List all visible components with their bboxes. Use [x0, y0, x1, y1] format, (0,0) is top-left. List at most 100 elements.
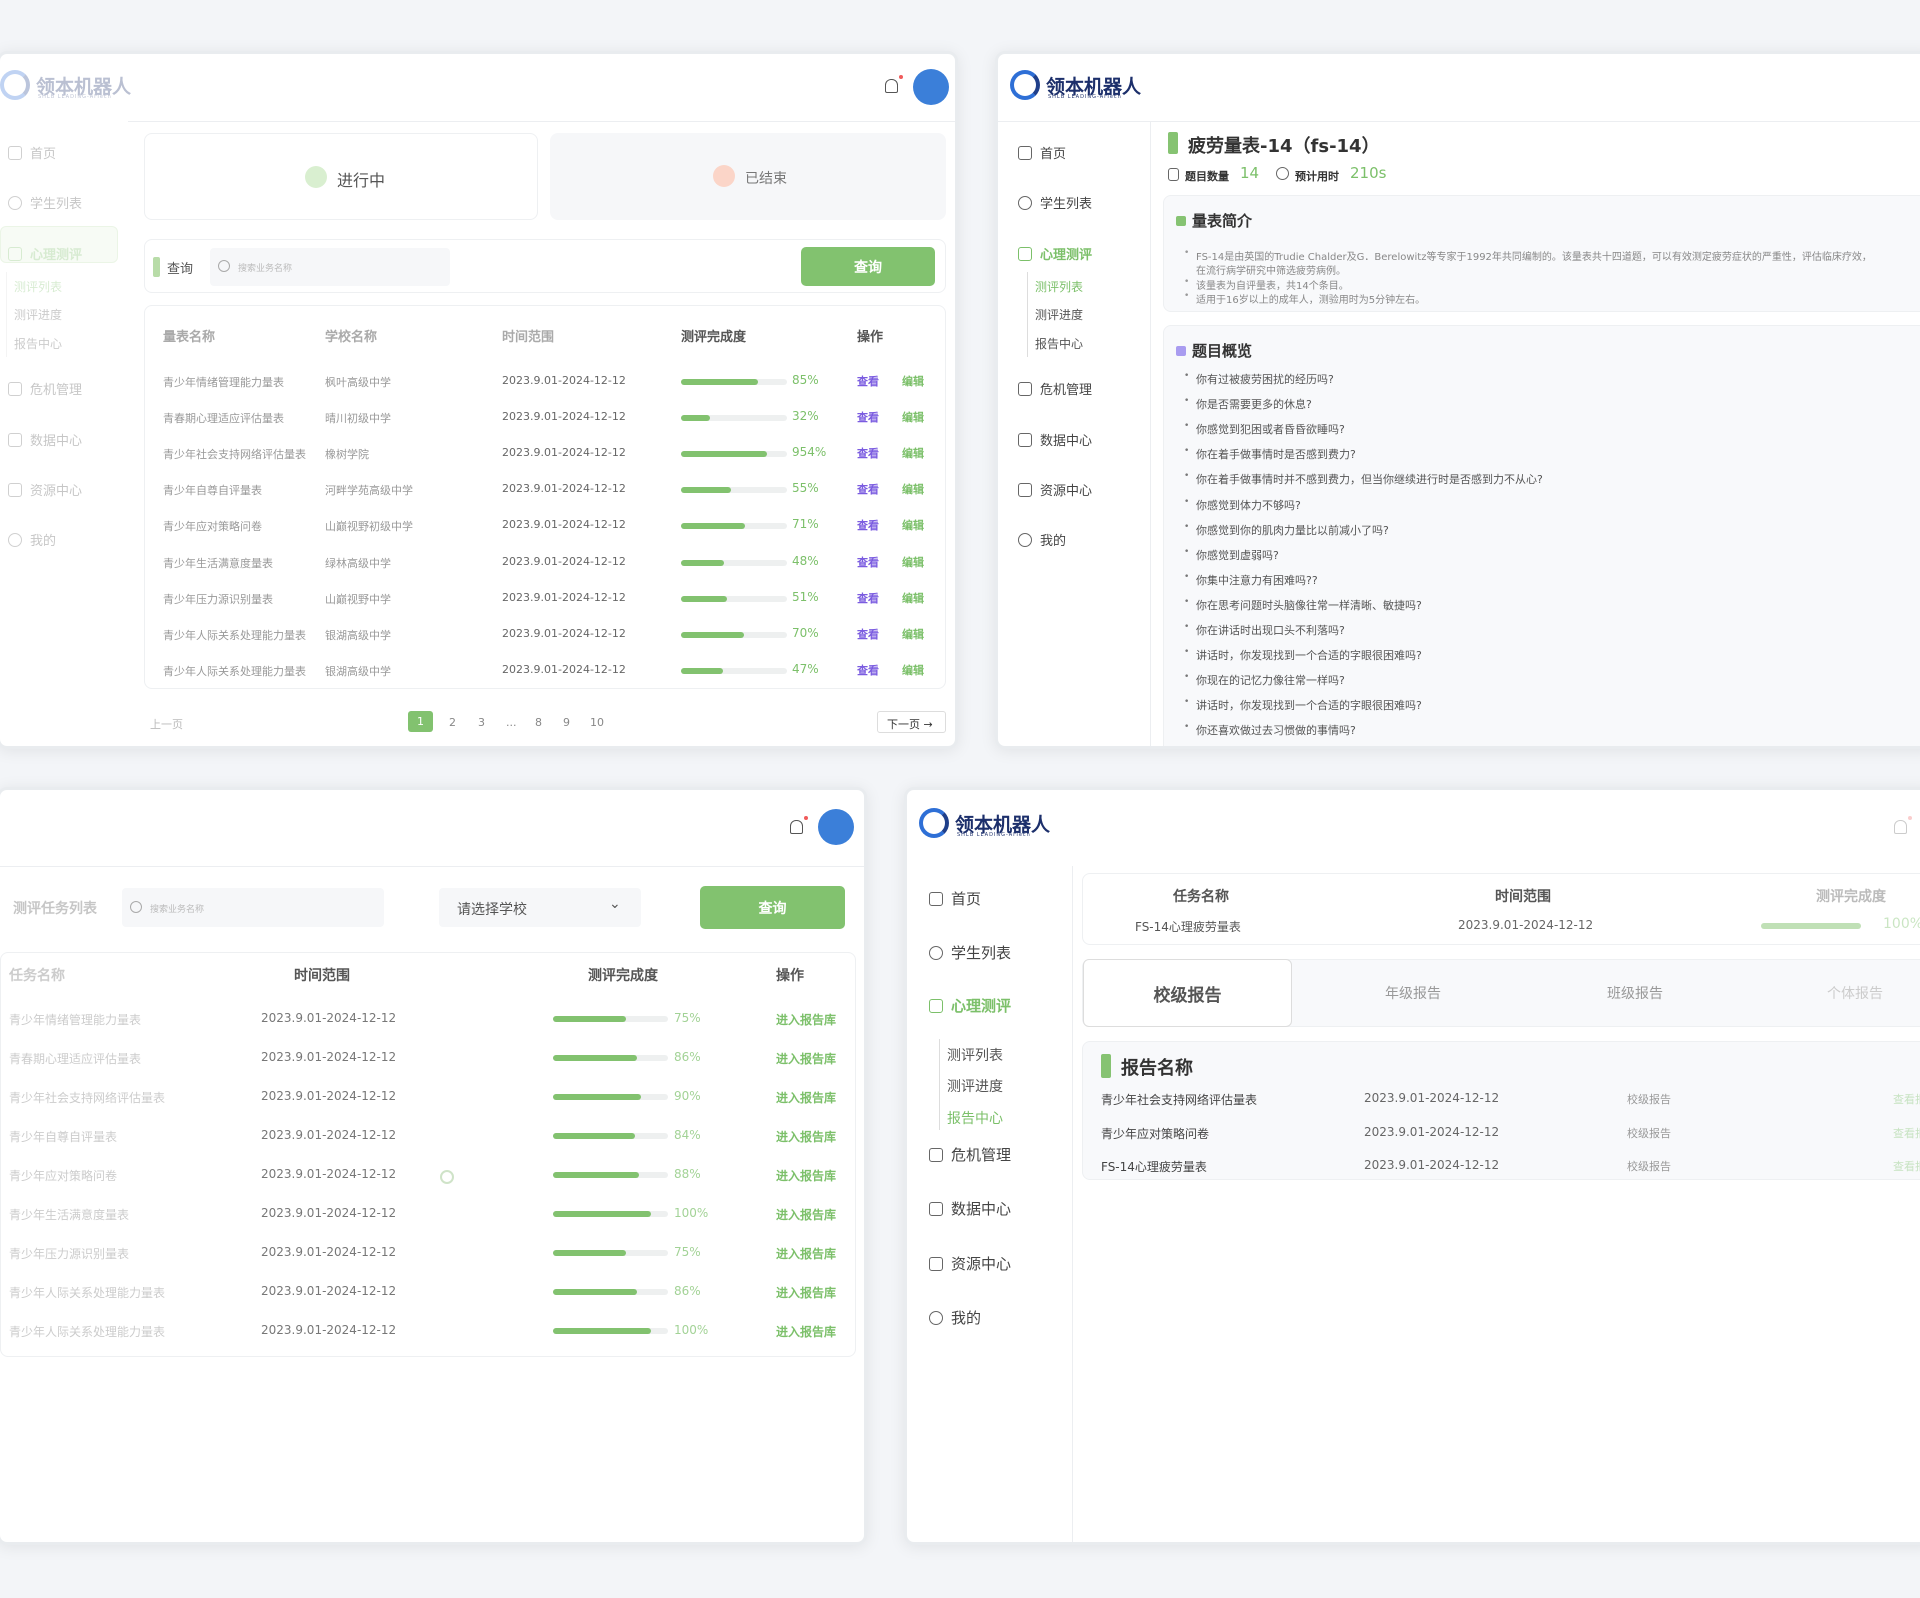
open-report-library-link[interactable]: 进入报告库: [776, 1169, 837, 1183]
progress-fill: [681, 631, 745, 638]
view-link[interactable]: 查看: [857, 663, 879, 677]
open-report-library-link[interactable]: 进入报告库: [776, 1325, 837, 1339]
question-item: 你感觉到体力不够吗?: [1196, 498, 1301, 512]
open-report-library-link[interactable]: 进入报告库: [776, 1247, 837, 1261]
view-report-link[interactable]: 查看报告: [1893, 1126, 1920, 1140]
sidebar-subitem-2[interactable]: 报告中心: [14, 337, 63, 351]
avatar[interactable]: [818, 809, 854, 845]
search-input[interactable]: 搜索业务名称: [122, 888, 384, 927]
query-button[interactable]: 查询: [801, 247, 935, 286]
page-8[interactable]: 8: [535, 716, 542, 729]
edit-link[interactable]: 编辑: [902, 375, 924, 388]
page-9[interactable]: 9: [563, 716, 570, 729]
sidebar-item-2[interactable]: 心理测评: [8, 244, 82, 263]
edit-link[interactable]: 编辑: [902, 555, 924, 569]
page-3[interactable]: 3: [478, 716, 485, 729]
sidebar-item-4[interactable]: 数据中心: [8, 430, 82, 449]
assessment-table: 量表名称 学校名称 时间范围 测评完成度 操作 青少年情绪管理能力量表 枫叶高级中学 2023…: [144, 305, 946, 689]
sidebar-item-1[interactable]: 学生列表: [8, 193, 82, 212]
tab-2[interactable]: 班级报告: [1607, 986, 1663, 1002]
sidebar-item-6[interactable]: 我的: [8, 530, 56, 549]
view-report-link[interactable]: 查看报告: [1893, 1093, 1920, 1106]
sidebar-item-5[interactable]: 资源中心: [1018, 480, 1092, 499]
resource-icon: [929, 1256, 943, 1271]
sidebar-subitem-0[interactable]: 测评列表: [1035, 280, 1084, 294]
view-link[interactable]: 查看: [857, 519, 879, 533]
view-link[interactable]: 查看: [857, 411, 879, 425]
tab-3[interactable]: 个体报告: [1827, 986, 1883, 1002]
view-link[interactable]: 查看: [857, 591, 879, 605]
edit-link[interactable]: 编辑: [902, 663, 924, 677]
sidebar-item-5[interactable]: 资源中心: [929, 1253, 1011, 1274]
view-link[interactable]: 查看: [857, 627, 879, 641]
edit-link[interactable]: 编辑: [902, 483, 924, 497]
sidebar-subitem-0[interactable]: 测评列表: [947, 1048, 1003, 1064]
school-select[interactable]: 请选择学校 ⌄: [439, 888, 641, 927]
sidebar-item-5[interactable]: 资源中心: [8, 480, 82, 499]
tab-1[interactable]: 年级报告: [1385, 986, 1441, 1002]
sidebar-subitem-1[interactable]: 测评进度: [1035, 308, 1084, 322]
view-report-link[interactable]: 查看报告: [1893, 1160, 1920, 1173]
edit-link[interactable]: 编辑: [902, 627, 924, 641]
bell-icon[interactable]: [885, 75, 903, 93]
progress-fill: [553, 1211, 651, 1217]
sidebar-item-4[interactable]: 数据中心: [1018, 430, 1092, 449]
open-report-library-link[interactable]: 进入报告库: [776, 1013, 837, 1027]
sidebar-item-4[interactable]: 数据中心: [929, 1198, 1011, 1219]
sidebar-subitem-1[interactable]: 测评进度: [947, 1079, 1003, 1095]
edit-link[interactable]: 编辑: [902, 591, 924, 605]
sidebar-item-3[interactable]: 危机管理: [1018, 379, 1092, 398]
search-input[interactable]: 搜索业务名称: [210, 248, 450, 286]
sidebar-item-1[interactable]: 学生列表: [929, 942, 1011, 963]
question-item: 你还喜欢做过去习惯做的事情吗?: [1196, 724, 1356, 738]
next-page-button[interactable]: 下一页 →: [877, 711, 946, 733]
edit-link[interactable]: 编辑: [902, 519, 924, 533]
status-tab-ongoing[interactable]: 进行中: [144, 133, 538, 220]
table-row: 青少年压力源识别量表 2023.9.01-2024-12-12 75% 进入报告库: [9, 1245, 837, 1261]
sidebar-subitem-2[interactable]: 报告中心: [947, 1111, 1003, 1127]
bell-icon[interactable]: [1894, 816, 1912, 834]
task-list-panel: 测评任务列表 搜索业务名称 请选择学校 ⌄ 查询 任务名称 时间范围 测评完成度 操作…: [0, 787, 867, 1545]
avatar[interactable]: [913, 69, 949, 105]
progress-fill: [553, 1172, 640, 1178]
bell-icon[interactable]: [790, 816, 808, 834]
edit-link[interactable]: 编辑: [902, 447, 924, 461]
sidebar-item-0[interactable]: 首页: [929, 888, 981, 909]
view-link[interactable]: 查看: [857, 555, 879, 569]
open-report-library-link[interactable]: 进入报告库: [776, 1091, 837, 1105]
tab-0[interactable]: 校级报告: [1083, 959, 1292, 1027]
progress-fill: [681, 595, 727, 602]
sidebar-item-6[interactable]: 我的: [1018, 530, 1066, 549]
sidebar-item-3[interactable]: 危机管理: [929, 1144, 1011, 1165]
sidebar-item-6[interactable]: 我的: [929, 1307, 981, 1328]
sidebar-subitem-1[interactable]: 测评进度: [14, 308, 63, 322]
query-button[interactable]: 查询: [700, 886, 845, 929]
sidebar-subitem-0[interactable]: 测评列表: [14, 280, 63, 294]
page-2[interactable]: 2: [449, 716, 456, 729]
sidebar-subitem-2[interactable]: 报告中心: [1035, 337, 1084, 351]
psych-test-icon: [1018, 246, 1032, 261]
edit-link[interactable]: 编辑: [902, 411, 924, 425]
open-report-library-link[interactable]: 进入报告库: [776, 1130, 837, 1144]
open-report-library-link[interactable]: 进入报告库: [776, 1286, 837, 1300]
open-report-library-link[interactable]: 进入报告库: [776, 1208, 837, 1222]
prev-page-button[interactable]: 上一页: [150, 718, 183, 731]
page-10[interactable]: 10: [590, 716, 604, 729]
status-tab-ended[interactable]: 已结束: [550, 133, 946, 220]
open-report-library-link[interactable]: 进入报告库: [776, 1052, 837, 1066]
search-bar: 查询 搜索业务名称 查询: [144, 239, 946, 293]
sidebar-item-2[interactable]: 心理测评: [1018, 244, 1092, 263]
profile-icon: [8, 532, 22, 547]
sidebar-item-0[interactable]: 首页: [1018, 143, 1066, 162]
sidebar-item-0[interactable]: 首页: [8, 143, 56, 162]
view-link[interactable]: 查看: [857, 447, 879, 461]
progress-bar: [681, 667, 787, 674]
question-item: 你在讲话时出现口头不利落吗?: [1196, 624, 1345, 637]
page-...[interactable]: ...: [506, 716, 517, 729]
view-link[interactable]: 查看: [857, 483, 879, 497]
sidebar-item-2[interactable]: 心理测评: [929, 995, 1011, 1016]
page-1[interactable]: 1: [408, 711, 433, 732]
sidebar-item-3[interactable]: 危机管理: [8, 379, 82, 398]
view-link[interactable]: 查看: [857, 375, 879, 388]
sidebar-item-1[interactable]: 学生列表: [1018, 193, 1092, 212]
